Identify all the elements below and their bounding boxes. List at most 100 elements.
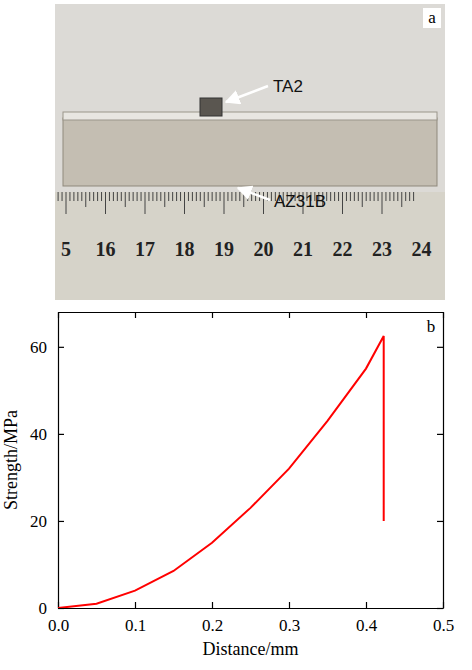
ruler-tick [393, 192, 394, 201]
tick-mark [289, 602, 290, 608]
ruler-tick [235, 192, 236, 201]
tick-mark [58, 347, 64, 348]
ruler-tick [220, 192, 221, 201]
ruler-tick [184, 192, 185, 214]
ruler-number: 18 [175, 238, 195, 260]
tick: 0.1 [125, 602, 146, 635]
ruler-tick [216, 192, 217, 201]
ruler-tick [374, 192, 375, 201]
ruler-tick [117, 192, 118, 201]
tick-mark [437, 608, 443, 609]
tick-mark [135, 602, 136, 608]
axis-line [59, 312, 444, 313]
tick: 20 [30, 512, 64, 531]
tick-mark [366, 312, 367, 318]
tick-mark [366, 602, 367, 608]
ruler-tick [168, 192, 169, 201]
ruler-tick [208, 192, 209, 201]
ruler-tick [66, 192, 67, 214]
ruler-tick [129, 192, 130, 201]
tick-label: 0.0 [48, 616, 69, 635]
specimen-top-face [63, 112, 437, 120]
ruler-tick [180, 192, 181, 201]
specimen-az31b [63, 118, 437, 186]
ruler-tick [176, 192, 177, 201]
ruler-tick [370, 192, 371, 201]
tick-label: 0.3 [279, 616, 300, 635]
ruler-tick [231, 192, 232, 201]
arrow [226, 86, 268, 102]
tick: 0 [39, 599, 65, 618]
ruler-tick [113, 192, 114, 201]
ruler-tick [405, 192, 406, 201]
tick [437, 521, 443, 522]
tick-mark [58, 521, 64, 522]
chart-panel: 0.00.10.20.30.40.50204060Distance/mmStre… [1, 312, 454, 659]
ruler-ticks [58, 192, 414, 214]
ruler-tick [350, 192, 351, 201]
tick-label: 0 [39, 599, 48, 618]
tick [212, 312, 213, 318]
ruler-number: 17 [135, 238, 155, 260]
label: AZ31B [274, 192, 326, 211]
tick [289, 312, 290, 318]
label: TA2 [273, 77, 303, 96]
ruler-tick [362, 192, 363, 207]
ruler-tick [89, 192, 90, 201]
panel-letter: a [428, 8, 436, 27]
ruler-tick [204, 192, 205, 207]
y-axis-right [437, 313, 444, 609]
ruler-tick [192, 192, 193, 201]
ruler-tick [152, 192, 153, 201]
ruler-tick [212, 192, 213, 201]
ruler-tick [121, 192, 122, 201]
ruler-tick [93, 192, 94, 201]
tick: 40 [30, 425, 64, 444]
ruler-tick [271, 192, 272, 201]
ruler-tick [243, 192, 244, 207]
ruler-tick [413, 192, 414, 201]
ruler-tick [77, 192, 78, 201]
tick: 0.4 [356, 602, 378, 635]
ruler-tick [97, 192, 98, 201]
ruler-tick [385, 192, 386, 201]
ruler-tick [263, 192, 264, 214]
axis-line [59, 608, 444, 609]
ruler-tick [346, 192, 347, 201]
ruler-number: 20 [254, 238, 274, 260]
figure: 5161718192021222324TA2AZ31Ba0.00.10.20.3… [0, 0, 472, 670]
tick-mark [289, 312, 290, 318]
ruler-tick [105, 192, 106, 214]
tick-mark [212, 602, 213, 608]
ruler-tick [409, 192, 410, 201]
tick-label: 0.2 [202, 616, 223, 635]
ruler-tick [200, 192, 201, 201]
ruler-tick [342, 192, 343, 214]
tick: 0.2 [202, 602, 223, 635]
ruler-tick [58, 192, 59, 201]
tick-label: 40 [30, 425, 47, 444]
ruler-number: 23 [372, 238, 392, 260]
ruler-tick [326, 192, 327, 201]
tick [437, 434, 443, 435]
ruler-tick [148, 192, 149, 201]
ruler-tick [334, 192, 335, 201]
ruler-tick [109, 192, 110, 201]
tick-label: 0.5 [433, 616, 454, 635]
tick-mark [437, 434, 443, 435]
tick-mark [58, 434, 64, 435]
ruler-tick [156, 192, 157, 201]
ruler-tick [137, 192, 138, 201]
ruler-number: 21 [293, 238, 313, 260]
ruler-tick [366, 192, 367, 201]
ruler-tick [358, 192, 359, 201]
ruler-number: 19 [214, 238, 234, 260]
y-axis: 0204060 [30, 313, 64, 618]
ruler-tick [172, 192, 173, 201]
tick: 0.3 [279, 602, 300, 635]
ruler-tick [85, 192, 86, 207]
x-axis: 0.0 0.1 0.2 0.3 0.4 0.5 [48, 602, 454, 635]
axis-line [443, 313, 444, 609]
ruler-tick [73, 192, 74, 201]
ruler-tick [141, 192, 142, 201]
